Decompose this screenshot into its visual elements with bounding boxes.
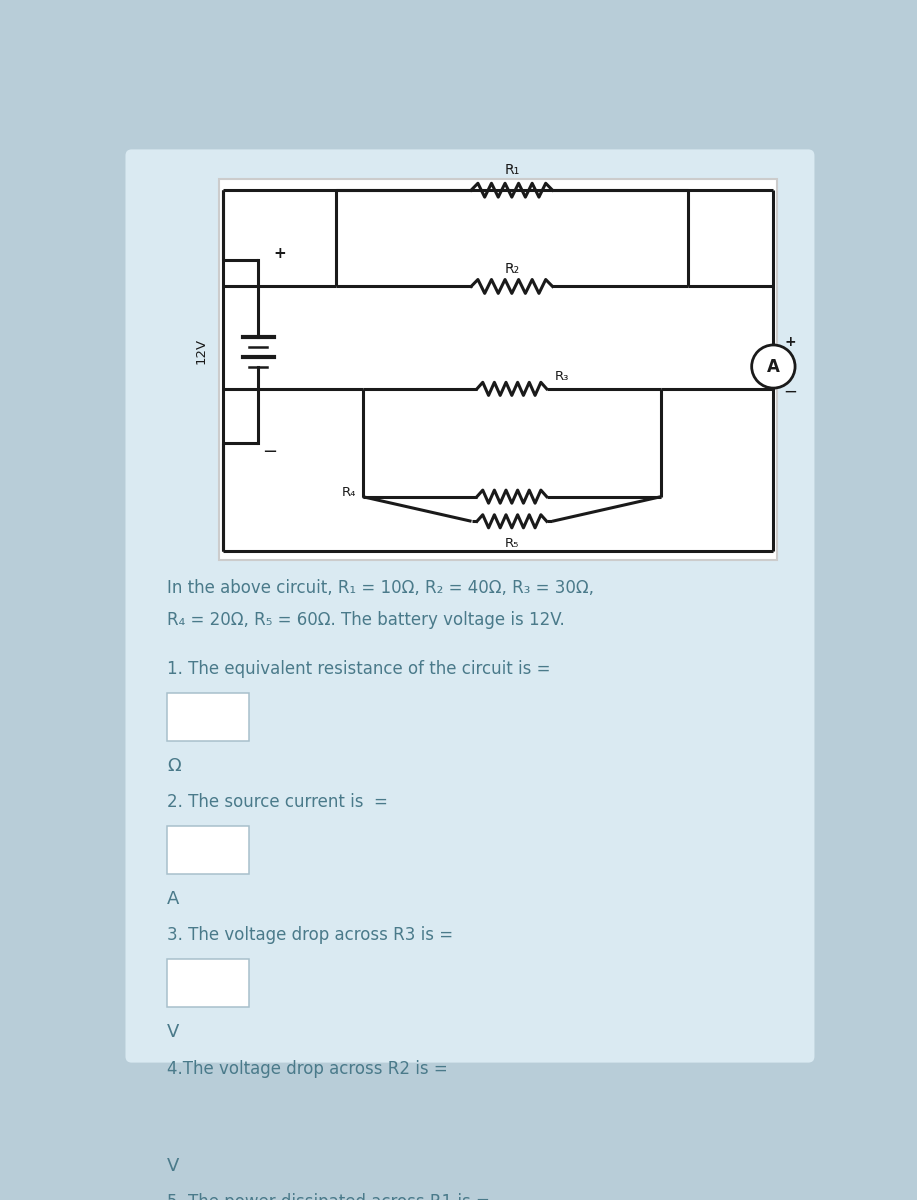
Text: 3. The voltage drop across R3 is =: 3. The voltage drop across R3 is = — [167, 926, 453, 944]
Text: R₅: R₅ — [504, 536, 519, 550]
Text: 4.The voltage drop across R2 is =: 4.The voltage drop across R2 is = — [167, 1060, 448, 1078]
Text: 5. The power dissipated across R1 is =: 5. The power dissipated across R1 is = — [167, 1193, 491, 1200]
Text: R₃: R₃ — [555, 370, 569, 383]
Text: +: + — [273, 246, 286, 260]
Text: R₂: R₂ — [504, 262, 519, 276]
Text: In the above circuit, R₁ = 10Ω, R₂ = 40Ω, R₃ = 30Ω,: In the above circuit, R₁ = 10Ω, R₂ = 40Ω… — [167, 580, 594, 598]
Text: V: V — [167, 1157, 180, 1175]
Text: R₄ = 20Ω, R₅ = 60Ω. The battery voltage is 12V.: R₄ = 20Ω, R₅ = 60Ω. The battery voltage … — [167, 611, 565, 629]
Text: 12V: 12V — [195, 338, 208, 364]
Text: 1. The equivalent resistance of the circuit is =: 1. The equivalent resistance of the circ… — [167, 660, 551, 678]
Text: −: − — [783, 382, 798, 400]
Text: 2. The source current is  =: 2. The source current is = — [167, 793, 388, 811]
Text: R₁: R₁ — [504, 163, 519, 178]
FancyBboxPatch shape — [167, 827, 249, 874]
Text: A: A — [767, 358, 779, 376]
Text: R₄: R₄ — [342, 486, 357, 499]
FancyBboxPatch shape — [126, 149, 814, 1063]
Bar — [219, 179, 778, 559]
FancyBboxPatch shape — [167, 1093, 249, 1140]
FancyBboxPatch shape — [167, 960, 249, 1007]
Circle shape — [752, 344, 795, 388]
Text: A: A — [167, 890, 180, 908]
Text: Ω: Ω — [167, 757, 181, 775]
Text: V: V — [167, 1024, 180, 1042]
Text: −: − — [262, 443, 277, 461]
Text: +: + — [785, 335, 796, 349]
FancyBboxPatch shape — [167, 694, 249, 740]
